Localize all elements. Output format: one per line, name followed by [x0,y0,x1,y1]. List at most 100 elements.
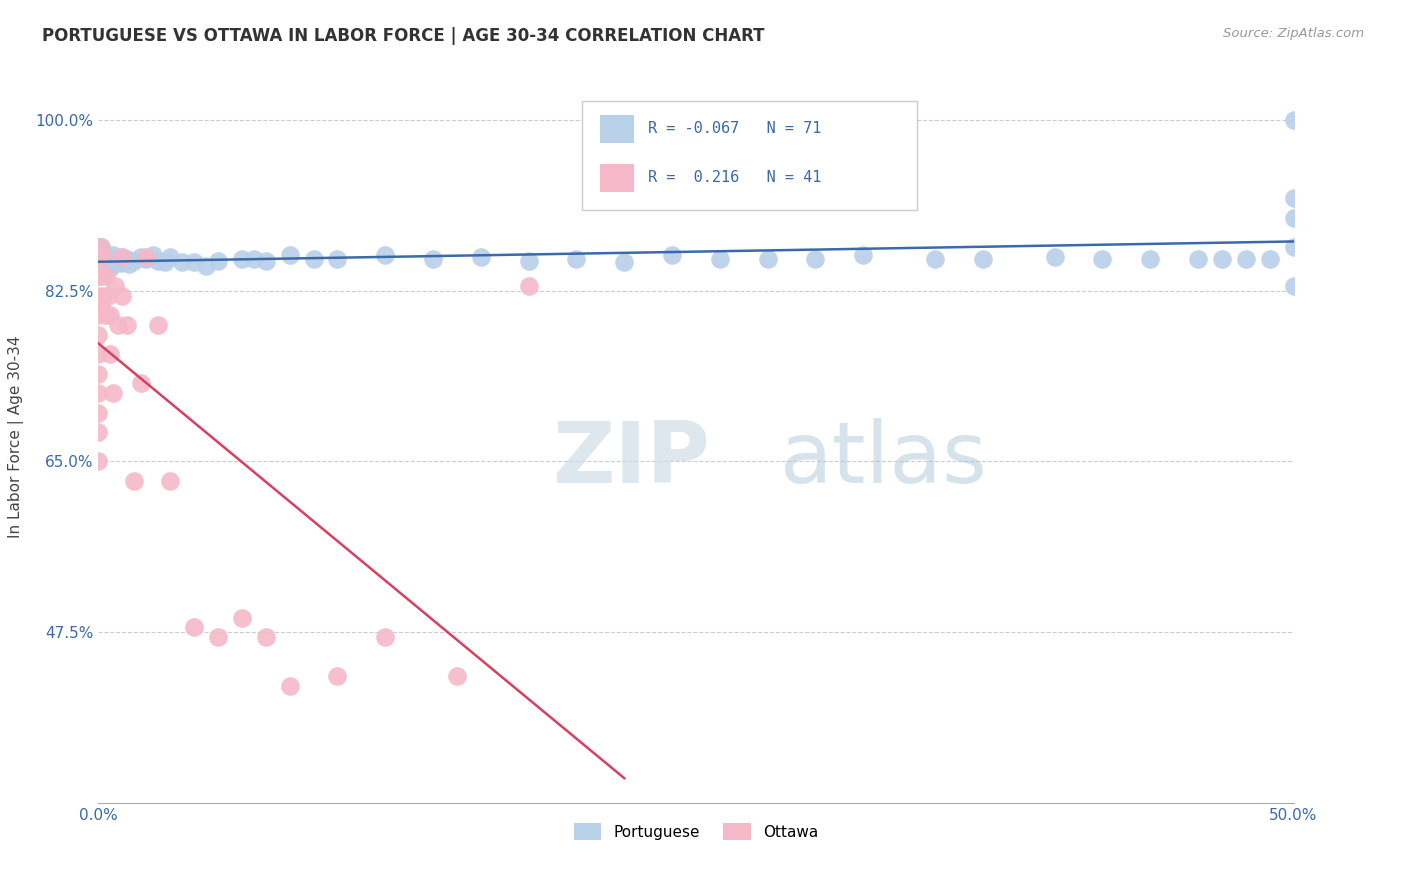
Point [756,252,779,266]
Point [302,252,325,266]
Point [111,288,134,302]
Point [195,260,218,274]
Point [852,248,875,262]
Point [101,248,124,262]
Point [111,254,134,268]
Point [142,248,165,262]
Point [91,250,114,264]
Point [709,252,731,266]
Bar [600,164,634,192]
Text: R =  0.216   N = 41: R = 0.216 N = 41 [648,169,821,185]
Point [1139,252,1161,266]
Point [924,252,946,266]
Point [470,250,492,264]
Point [91,244,114,259]
Point [374,630,396,644]
Point [91,288,114,302]
Point [91,260,114,274]
Point [87,347,110,361]
Point [87,269,110,284]
Point [101,257,124,271]
Point [207,630,229,644]
Bar [600,115,634,143]
Point [172,254,194,268]
Point [155,254,177,268]
Point [108,255,131,269]
Point [104,253,127,268]
Point [87,250,110,264]
Point [1234,252,1257,266]
Text: Source: ZipAtlas.com: Source: ZipAtlas.com [1223,27,1364,40]
Point [131,250,153,264]
Point [90,250,112,264]
Point [517,253,540,268]
Point [804,252,827,266]
Point [91,254,114,268]
Point [183,620,205,634]
Point [97,260,120,274]
Point [98,347,122,361]
Point [243,252,266,266]
Point [111,250,134,264]
Point [87,250,110,264]
Point [159,250,181,264]
Point [87,308,110,322]
Point [87,454,110,468]
Point [87,288,110,302]
Point [115,318,138,332]
Point [98,308,122,322]
Point [326,669,349,683]
Point [231,610,253,624]
Point [94,308,117,322]
Point [115,252,138,266]
Point [148,253,170,268]
Point [90,254,112,268]
Point [254,253,277,268]
Point [135,250,157,264]
Point [159,474,181,488]
Text: atlas: atlas [779,417,987,500]
Point [1211,252,1233,266]
Text: R = -0.067   N = 71: R = -0.067 N = 71 [648,121,821,136]
Point [87,327,110,342]
Point [1282,240,1305,254]
Point [101,386,124,401]
Point [87,240,110,254]
Point [97,288,120,302]
Point [374,248,396,262]
Point [87,386,110,401]
Point [254,630,277,644]
Point [90,260,112,274]
Point [87,250,110,264]
Point [104,279,127,293]
Point [278,248,301,262]
Point [972,252,994,266]
Point [326,252,349,266]
Point [422,252,444,266]
Point [90,240,112,254]
Point [94,254,117,268]
Point [1282,191,1305,205]
Point [124,253,146,268]
Point [98,252,122,266]
Point [135,252,157,266]
Point [446,669,468,683]
Point [124,474,146,488]
Point [90,240,112,254]
Point [94,269,117,284]
Point [613,254,636,268]
Legend: Portuguese, Ottawa: Portuguese, Ottawa [568,816,824,847]
Point [87,260,110,274]
Point [1043,250,1066,264]
Point [1282,211,1305,225]
FancyBboxPatch shape [582,101,917,211]
Point [278,679,301,693]
Point [148,318,170,332]
Point [183,254,205,268]
Point [1282,113,1305,128]
Point [87,269,110,284]
Point [107,252,129,266]
Point [97,250,120,264]
Point [118,257,141,271]
Text: ZIP: ZIP [553,417,710,500]
